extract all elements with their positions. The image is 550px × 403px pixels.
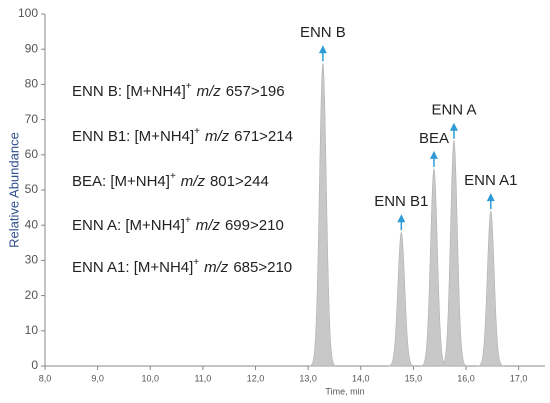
y-tick-label: 90 xyxy=(25,41,39,55)
annotation-charge: + xyxy=(186,81,192,92)
peak-label: BEA xyxy=(419,130,449,147)
annotation-mz: m/z xyxy=(181,173,206,190)
peak-label: ENN A1 xyxy=(464,172,517,189)
annotation-ion: ENN B1: [M+NH4] xyxy=(72,128,194,145)
annotation-ion: ENN A1: [M+NH4] xyxy=(72,259,193,276)
peak-arrow-head xyxy=(397,214,406,223)
peak-arrow-head xyxy=(486,193,495,202)
x-axis-label: Time, min xyxy=(325,386,364,396)
annotation: ENN A: [M+NH4]+ m/z 699>210 xyxy=(72,215,284,234)
annotation: BEA: [M+NH4]+ m/z 801>244 xyxy=(72,171,269,190)
annotation-mz: m/z xyxy=(205,128,230,145)
x-tick-label: 11,0 xyxy=(194,373,211,383)
y-tick-label: 70 xyxy=(25,112,39,126)
y-tick-label: 0 xyxy=(31,358,38,372)
y-tick-label: 100 xyxy=(18,6,38,20)
x-tick-label: 8,0 xyxy=(39,373,52,383)
y-tick-label: 40 xyxy=(25,217,39,231)
annotation-transition: 699>210 xyxy=(225,217,284,234)
peak xyxy=(387,231,416,367)
annotation-transition: 657>196 xyxy=(226,83,285,100)
annotation-mz: m/z xyxy=(204,259,229,276)
annotation-charge: + xyxy=(193,257,199,268)
y-tick-label: 60 xyxy=(25,147,39,161)
x-tick-label: 9,0 xyxy=(91,373,104,383)
annotation-mz: m/z xyxy=(196,217,221,234)
annotation: ENN B1: [M+NH4]+ m/z 671>214 xyxy=(72,126,293,145)
x-tick-label: 13,0 xyxy=(299,373,317,383)
peak-label: ENN B xyxy=(300,24,346,41)
peak xyxy=(440,139,468,367)
y-tick-label: 50 xyxy=(25,182,39,196)
x-tick-label: 12,0 xyxy=(247,373,265,383)
x-tick-label: 15,0 xyxy=(405,373,423,383)
annotation-charge: + xyxy=(185,215,191,226)
peak-arrow-head xyxy=(318,45,327,54)
y-axis-label: Relative Abundance xyxy=(6,132,21,248)
x-tick-label: 16,0 xyxy=(457,373,475,383)
x-tick-label: 10,0 xyxy=(141,373,159,383)
x-tick-label: 17,0 xyxy=(510,373,528,383)
y-tick-label: 20 xyxy=(25,288,39,302)
annotation-transition: 801>244 xyxy=(210,173,269,190)
peak-label: ENN B1 xyxy=(374,193,428,210)
annotation-transition: 685>210 xyxy=(233,259,292,276)
annotation: ENN A1: [M+NH4]+ m/z 685>210 xyxy=(72,257,292,276)
peak-arrow-head xyxy=(429,150,438,159)
annotation: ENN B: [M+NH4]+ m/z 657>196 xyxy=(72,81,285,100)
peak-arrow-head xyxy=(449,122,458,131)
annotation-ion: ENN A: [M+NH4] xyxy=(72,217,185,234)
annotation-transition: 671>214 xyxy=(234,128,293,145)
peak xyxy=(477,210,505,367)
annotation-ion: BEA: [M+NH4] xyxy=(72,173,170,190)
peak xyxy=(309,63,337,367)
y-tick-label: 80 xyxy=(25,77,39,91)
annotation-mz: m/z xyxy=(197,83,222,100)
x-tick-label: 14,0 xyxy=(352,373,370,383)
annotation-ion: ENN B: [M+NH4] xyxy=(72,83,186,100)
annotation-charge: + xyxy=(170,171,176,182)
peak xyxy=(420,167,448,367)
peak-label: ENN A xyxy=(431,102,476,119)
y-tick-label: 30 xyxy=(25,253,39,267)
y-tick-label: 10 xyxy=(25,323,39,337)
annotation-charge: + xyxy=(194,126,200,137)
